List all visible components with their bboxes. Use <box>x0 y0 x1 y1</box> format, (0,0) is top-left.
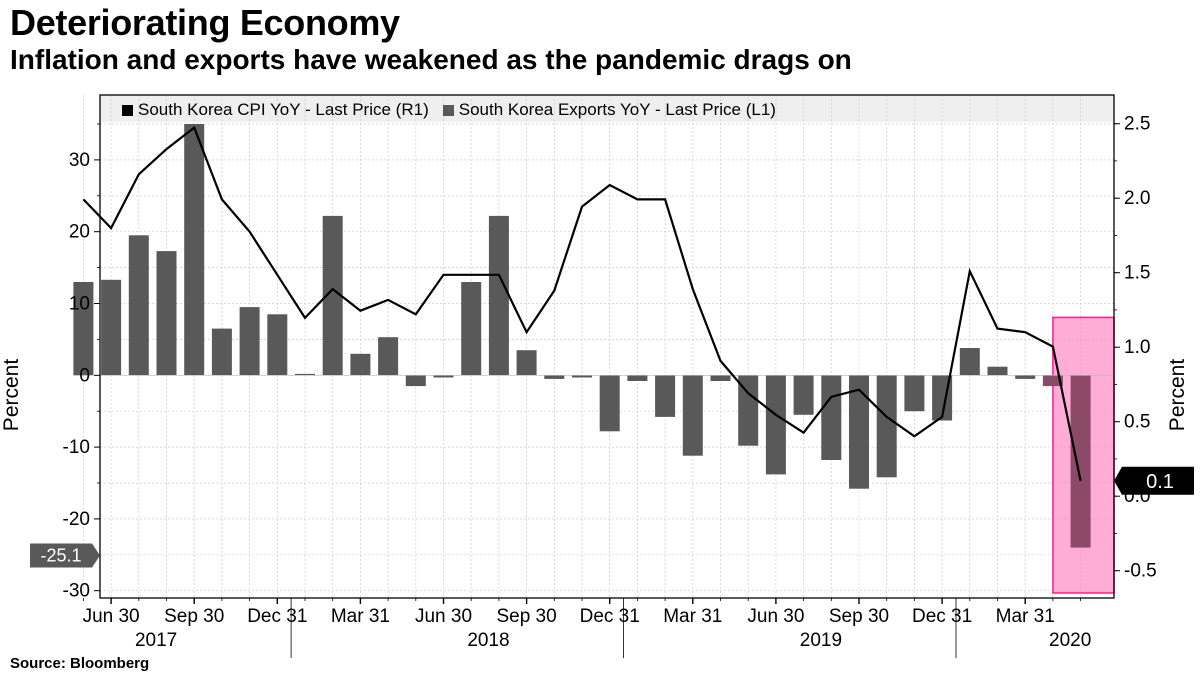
svg-text:2019: 2019 <box>800 630 842 651</box>
svg-text:0.1: 0.1 <box>1146 471 1174 493</box>
svg-text:Sep 30: Sep 30 <box>164 606 224 627</box>
svg-text:0.5: 0.5 <box>1124 412 1150 433</box>
svg-text:Mar 31: Mar 31 <box>331 606 390 627</box>
svg-text:1.5: 1.5 <box>1124 263 1150 284</box>
svg-text:10: 10 <box>69 294 90 315</box>
svg-text:20: 20 <box>69 222 90 243</box>
svg-text:Sep 30: Sep 30 <box>496 606 556 627</box>
svg-text:-0.5: -0.5 <box>1124 561 1157 582</box>
svg-text:2020: 2020 <box>1049 630 1091 651</box>
svg-text:Jun 30: Jun 30 <box>415 606 472 627</box>
svg-text:-25.1: -25.1 <box>40 546 81 566</box>
svg-text:Dec 31: Dec 31 <box>580 606 640 627</box>
svg-text:Dec 31: Dec 31 <box>247 606 307 627</box>
svg-text:0: 0 <box>79 365 90 386</box>
svg-text:2.5: 2.5 <box>1124 114 1150 135</box>
svg-text:Dec 31: Dec 31 <box>912 606 972 627</box>
svg-text:Jun 30: Jun 30 <box>747 606 804 627</box>
svg-text:2018: 2018 <box>467 630 509 651</box>
svg-text:2.0: 2.0 <box>1124 188 1150 209</box>
svg-text:Mar 31: Mar 31 <box>663 606 722 627</box>
svg-text:2017: 2017 <box>135 630 177 651</box>
svg-text:-10: -10 <box>63 437 90 458</box>
svg-text:1.0: 1.0 <box>1124 337 1150 358</box>
svg-text:-30: -30 <box>63 581 90 602</box>
svg-text:Mar 31: Mar 31 <box>996 606 1055 627</box>
svg-text:30: 30 <box>69 150 90 171</box>
svg-text:-20: -20 <box>63 509 90 530</box>
svg-text:Jun 30: Jun 30 <box>83 606 140 627</box>
svg-text:Sep 30: Sep 30 <box>829 606 889 627</box>
